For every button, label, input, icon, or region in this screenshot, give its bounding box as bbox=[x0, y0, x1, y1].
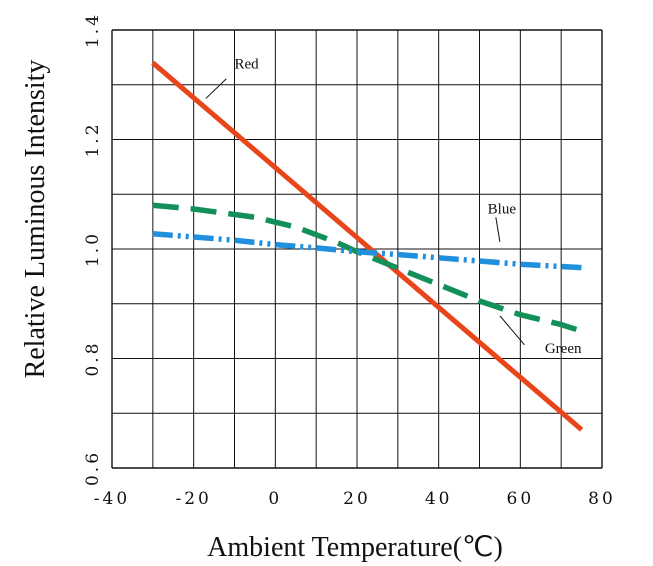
annotation-label-blue: Blue bbox=[488, 201, 517, 217]
x-tick-label: 0 bbox=[268, 489, 282, 509]
series-line-green bbox=[152, 202, 583, 334]
x-tick-label: 60 bbox=[507, 489, 535, 509]
annotation-leader-red bbox=[205, 78, 227, 99]
y-tick-label: 1.0 bbox=[83, 231, 103, 267]
annotation-leader-blue bbox=[495, 217, 501, 242]
x-tick-label: 40 bbox=[425, 489, 453, 509]
annotation-label-green: Green bbox=[545, 341, 582, 357]
tick-labels: -40 -20 0 20 40 60 80 0.6 0.8 1.0 1.2 1.4 bbox=[83, 12, 616, 509]
annotation-leader-green bbox=[499, 315, 525, 346]
y-axis-label: Relative Luminous Intensity bbox=[20, 60, 51, 379]
series-lines bbox=[151, 60, 584, 432]
x-tick-label: 20 bbox=[343, 489, 371, 509]
y-tick-label: 1.2 bbox=[83, 121, 103, 157]
series-line-red bbox=[151, 60, 584, 432]
annotation-label-red: Red bbox=[235, 56, 260, 72]
x-axis-label: Ambient Temperature(℃) bbox=[207, 532, 503, 563]
y-tick-label: 0.8 bbox=[83, 340, 103, 376]
y-tick-label: 1.4 bbox=[83, 12, 103, 48]
y-tick-label: 0.6 bbox=[83, 450, 103, 486]
series-line-blue bbox=[152, 230, 582, 271]
x-tick-label: -20 bbox=[175, 489, 211, 509]
annotations: Red Blue Green bbox=[205, 56, 582, 357]
x-tick-label: 80 bbox=[588, 489, 616, 509]
x-tick-label: -40 bbox=[94, 489, 130, 509]
